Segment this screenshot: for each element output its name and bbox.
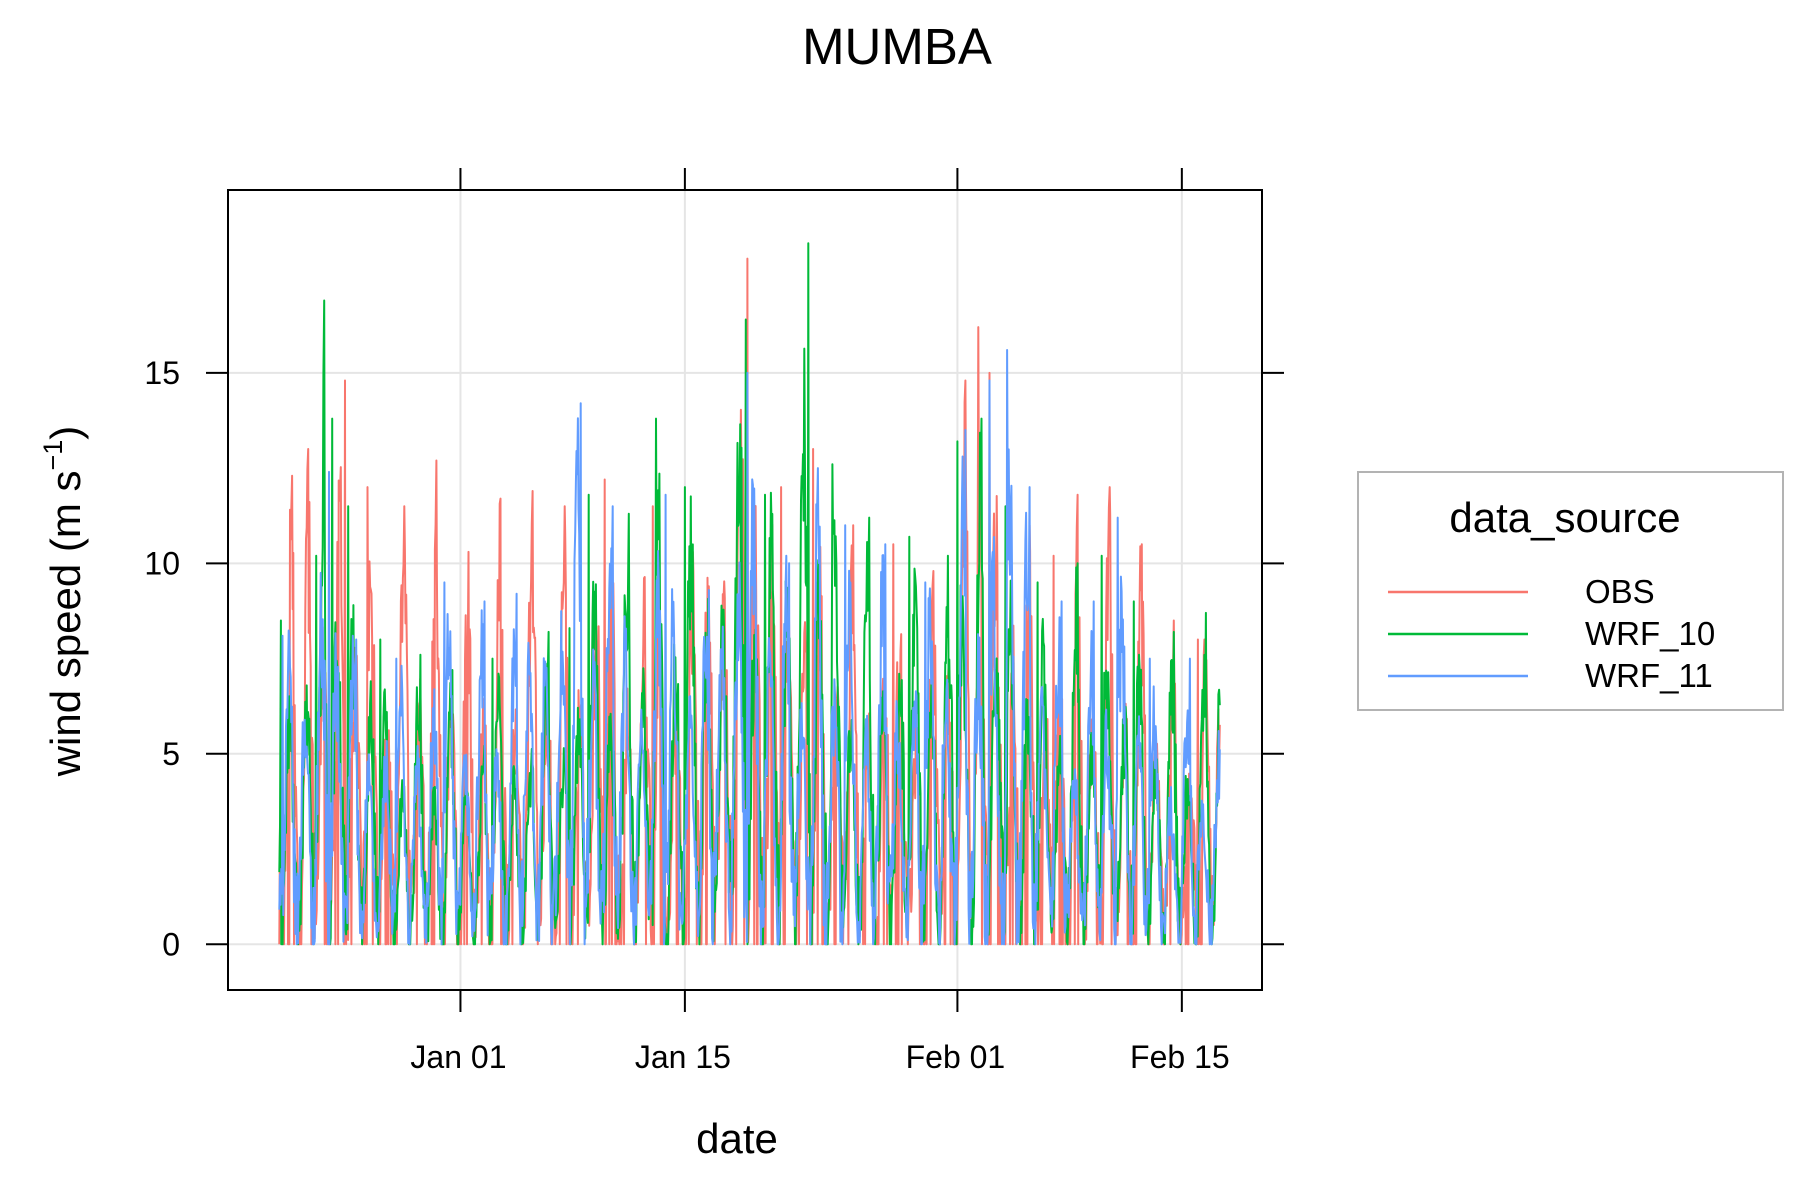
legend-label: WRF_11 — [1585, 657, 1713, 694]
y-axis-title: wind speed (m s−1) — [38, 426, 89, 778]
series-layer — [278, 242, 1221, 946]
chart-title: MUMBA — [802, 18, 992, 75]
y-axis-title-close: ) — [42, 426, 89, 440]
plot-frame — [227, 189, 1263, 991]
x-tick-label: Jan 01 — [410, 1039, 506, 1075]
legend-label: OBS — [1585, 573, 1655, 610]
x-tick-label: Feb 01 — [906, 1039, 1006, 1075]
legend-title: data_source — [1449, 494, 1680, 541]
legend: data_source OBS WRF_10 WRF_11 — [1357, 471, 1784, 711]
y-tick-label: 10 — [144, 545, 180, 581]
series-line-wrf-11 — [278, 349, 1221, 946]
axis-ticks: Jan 01 Jan 15 Feb 01 Feb 15 0 5 10 15 — [144, 168, 1284, 1075]
y-tick-label: 15 — [144, 355, 180, 391]
y-axis-title-superscript: −1 — [38, 440, 68, 471]
svg-text:wind speed (m s−1): wind speed (m s−1) — [38, 426, 89, 778]
legend-label: WRF_10 — [1585, 615, 1715, 652]
x-axis-title: date — [696, 1115, 778, 1162]
y-tick-label: 0 — [162, 926, 180, 962]
y-tick-label: 5 — [162, 736, 180, 772]
x-tick-label: Jan 15 — [635, 1039, 731, 1075]
x-tick-label: Feb 15 — [1130, 1039, 1230, 1075]
y-axis-title-main: wind speed (m s — [42, 471, 89, 778]
